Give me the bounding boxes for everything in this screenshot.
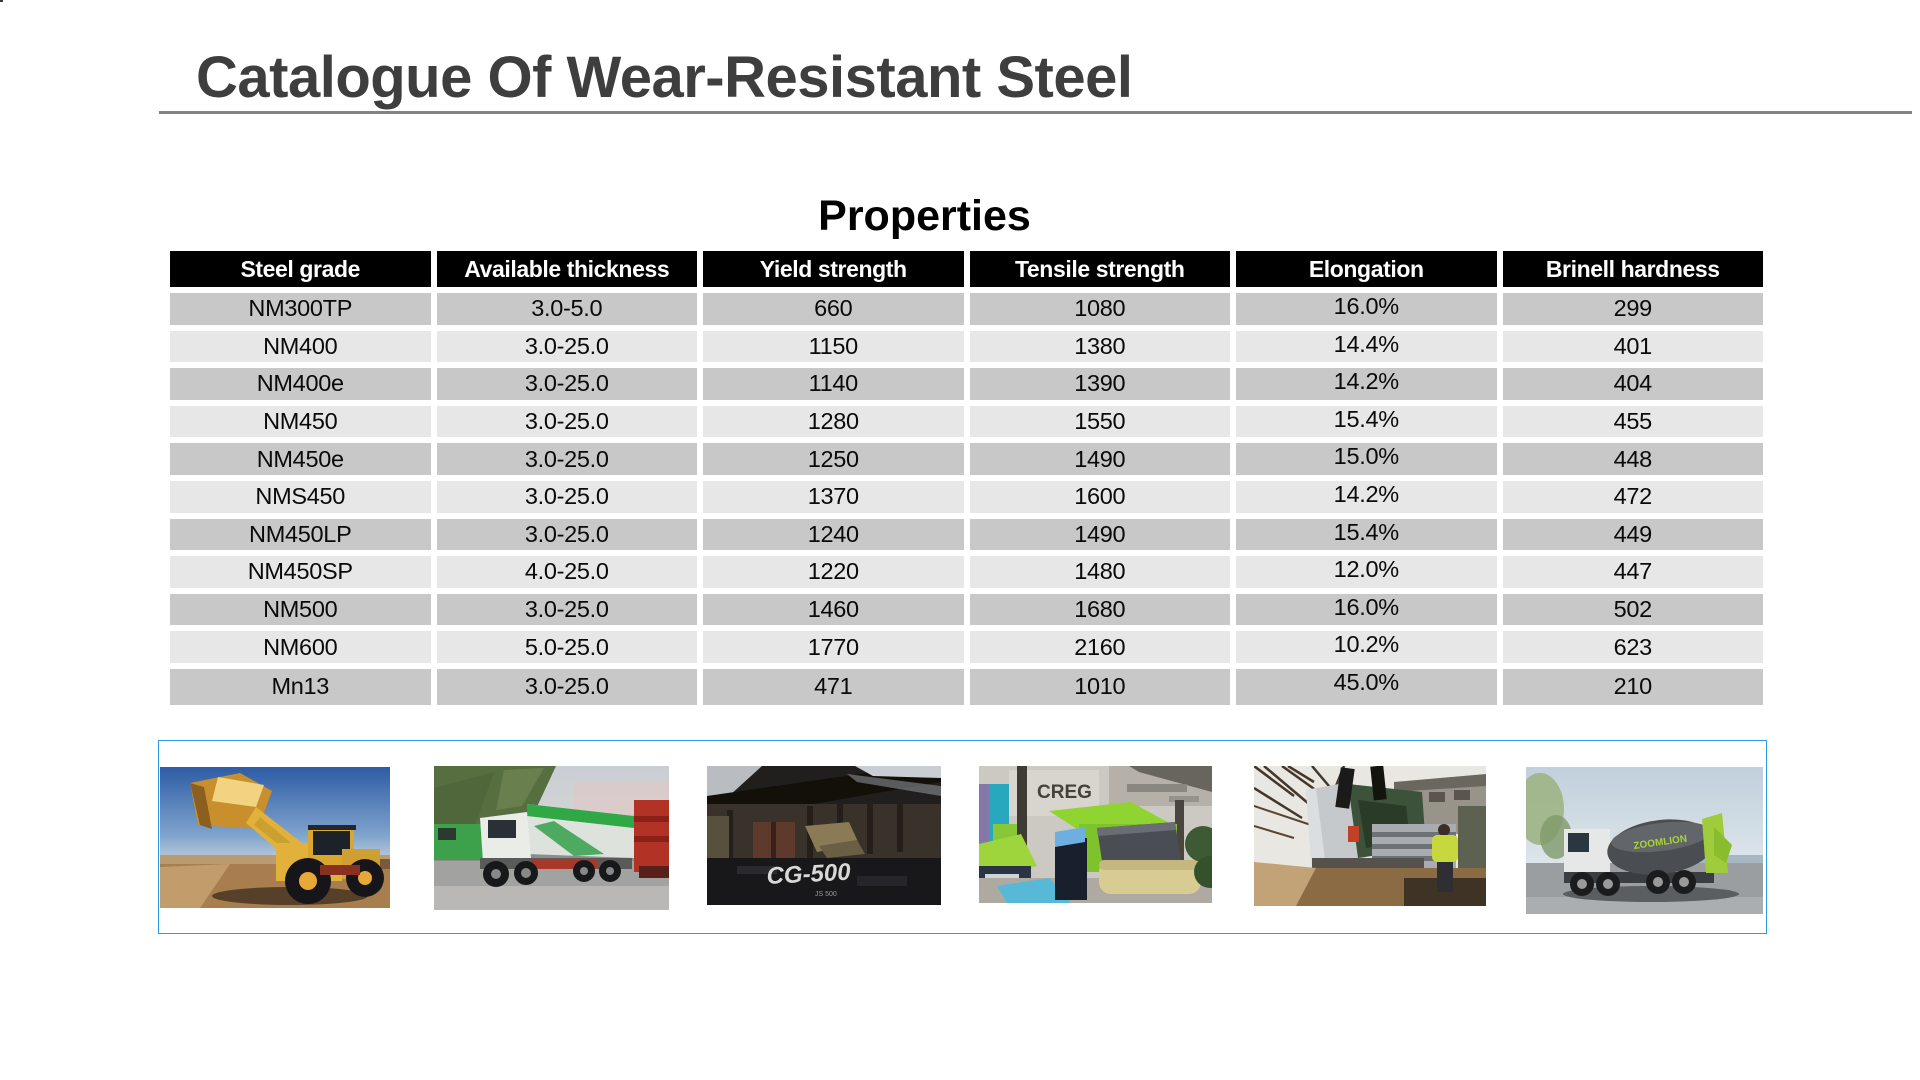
svg-text:CREG: CREG xyxy=(1037,782,1092,803)
svg-text:JS 500: JS 500 xyxy=(815,891,837,898)
svg-text:CG-500: CG-500 xyxy=(766,859,852,890)
